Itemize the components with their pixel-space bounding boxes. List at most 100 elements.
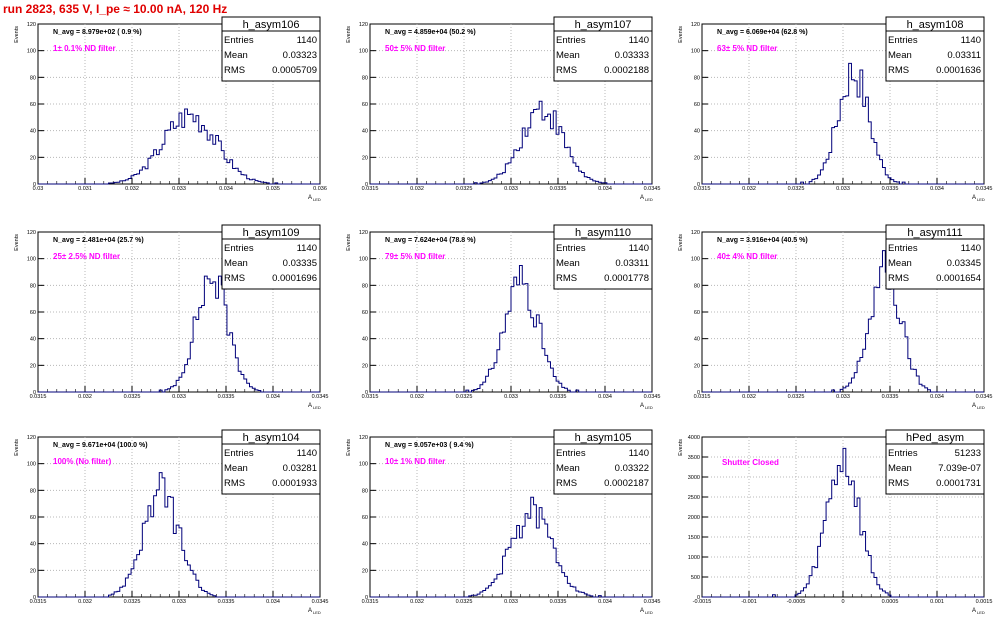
x-tick-label: 0.0325 — [456, 599, 473, 605]
histogram-series — [702, 62, 984, 185]
histogram-series — [38, 108, 320, 185]
stats-rms-value: 0.0002188 — [604, 65, 649, 76]
stats-box — [553, 16, 653, 82]
y-tick-label: 0 — [365, 390, 368, 396]
stats-rms-value: 0.0001636 — [936, 65, 981, 76]
y-tick-label: 100 — [27, 462, 36, 468]
stats-entries-label: Entries — [224, 243, 254, 254]
histogram-series — [370, 100, 652, 185]
x-tick-label: 0.0015 — [976, 599, 993, 605]
y-tick-label: 60 — [694, 310, 700, 316]
x-tick-label: 0.0345 — [312, 599, 329, 605]
y-tick-label: 2000 — [688, 515, 700, 521]
y-tick-label: 40 — [30, 542, 36, 548]
stats-box — [553, 224, 653, 290]
x-tick-label: 0.0325 — [124, 394, 141, 400]
x-tick-label: 0.032 — [125, 186, 139, 192]
y-axis-label: Events — [678, 26, 684, 43]
y-tick-label: 20 — [362, 363, 368, 369]
histogram-panel-h_asym110: 0.0315 0.032 0.0325 0.033 0.0335 0.034 0.0345 0… — [346, 224, 661, 410]
x-tick-label: 0.0315 — [30, 599, 47, 605]
x-tick-label: 0.0345 — [644, 394, 661, 400]
x-axis-label-subscript: LED — [313, 405, 321, 410]
stats-rms-value: 0.0001731 — [936, 478, 981, 489]
y-tick-label: 80 — [362, 488, 368, 494]
x-tick-label: -0.001 — [741, 599, 757, 605]
y-axis-label: Events — [346, 26, 352, 43]
x-tick-label: 0.034 — [930, 186, 944, 192]
x-tick-label: 0.0345 — [644, 599, 661, 605]
x-tick-label: 0.033 — [172, 599, 186, 605]
y-axis-label: Events — [678, 439, 684, 456]
x-tick-label: 0.032 — [410, 394, 424, 400]
stats-entries-value: 1140 — [629, 243, 649, 254]
x-axis-label-subscript: LED — [645, 405, 653, 410]
filter-label: 10± 1% ND filter — [385, 457, 445, 466]
x-tick-label: 0.032 — [410, 186, 424, 192]
y-tick-label: 100 — [691, 257, 700, 263]
stats-entries-label: Entries — [888, 35, 918, 46]
x-tick-label: 0.032 — [742, 394, 756, 400]
stats-mean-label: Mean — [556, 258, 580, 269]
x-axis-label: A — [308, 195, 312, 201]
stats-box — [885, 429, 985, 495]
stats-rms-value: 0.0001933 — [272, 478, 317, 489]
y-tick-label: 0 — [697, 182, 700, 188]
stats-entries-value: 1140 — [961, 35, 981, 46]
navg-label: N_avg = 6.069e+04 (62.8 %) — [717, 29, 808, 36]
x-axis-label: A — [640, 608, 644, 614]
x-tick-label: 0.0315 — [362, 599, 379, 605]
y-tick-label: 0 — [33, 595, 36, 601]
x-tick-label: 0.033 — [504, 599, 518, 605]
stats-entries-label: Entries — [888, 448, 918, 459]
x-tick-label: 0.032 — [78, 394, 92, 400]
stats-mean-value: 0.03323 — [283, 50, 317, 61]
x-tick-label: 0.0345 — [644, 186, 661, 192]
y-axis-label: Events — [346, 439, 352, 456]
navg-label: N_avg = 2.481e+04 (25.7 %) — [53, 237, 144, 244]
x-tick-label: 0.0345 — [312, 394, 329, 400]
x-tick-label: 0.0315 — [694, 394, 711, 400]
stats-entries-value: 51233 — [955, 448, 981, 459]
stats-entries-label: Entries — [224, 448, 254, 459]
y-tick-label: 40 — [362, 129, 368, 135]
y-tick-label: 20 — [30, 568, 36, 574]
y-tick-label: 100 — [359, 462, 368, 468]
y-tick-label: 60 — [30, 102, 36, 108]
stats-entries-value: 1140 — [629, 35, 649, 46]
y-tick-label: 20 — [362, 568, 368, 574]
x-tick-label: 0.034 — [598, 186, 612, 192]
stats-entries-value: 1140 — [961, 243, 981, 254]
stats-entries-value: 1140 — [629, 448, 649, 459]
stats-mean-value: 0.03335 — [283, 258, 317, 269]
stats-rms-value: 0.0002187 — [604, 478, 649, 489]
x-tick-label: 0.033 — [504, 186, 518, 192]
x-tick-label: 0.0335 — [882, 394, 899, 400]
y-tick-label: 100 — [27, 257, 36, 263]
y-tick-label: 40 — [362, 337, 368, 343]
x-tick-label: 0.0345 — [976, 394, 993, 400]
x-tick-label: 0.034 — [598, 599, 612, 605]
stats-rms-label: RMS — [224, 65, 245, 76]
x-tick-label: 0.0325 — [456, 394, 473, 400]
x-tick-label: 0.031 — [78, 186, 92, 192]
y-tick-label: 80 — [694, 75, 700, 81]
stats-mean-label: Mean — [224, 258, 248, 269]
stats-rms-value: 0.0005709 — [272, 65, 317, 76]
navg-label: N_avg = 9.671e+04 (100.0 %) — [53, 442, 148, 449]
x-tick-label: -0.0015 — [693, 599, 712, 605]
stats-box-title: h_asym107 — [575, 19, 632, 31]
stats-mean-value: 0.03322 — [615, 463, 649, 474]
x-tick-label: -0.0005 — [787, 599, 806, 605]
x-axis-label-subscript: LED — [313, 610, 321, 615]
y-tick-label: 120 — [359, 230, 368, 236]
histogram-panel-h_asym111: 0.0315 0.032 0.0325 0.033 0.0335 0.034 0.0345 0… — [678, 224, 993, 410]
y-tick-label: 100 — [359, 257, 368, 263]
y-tick-label: 1000 — [688, 555, 700, 561]
y-tick-label: 120 — [27, 230, 36, 236]
x-tick-label: 0.0345 — [976, 186, 993, 192]
y-tick-label: 3500 — [688, 455, 700, 461]
stats-box — [221, 429, 321, 495]
y-tick-label: 120 — [359, 435, 368, 441]
